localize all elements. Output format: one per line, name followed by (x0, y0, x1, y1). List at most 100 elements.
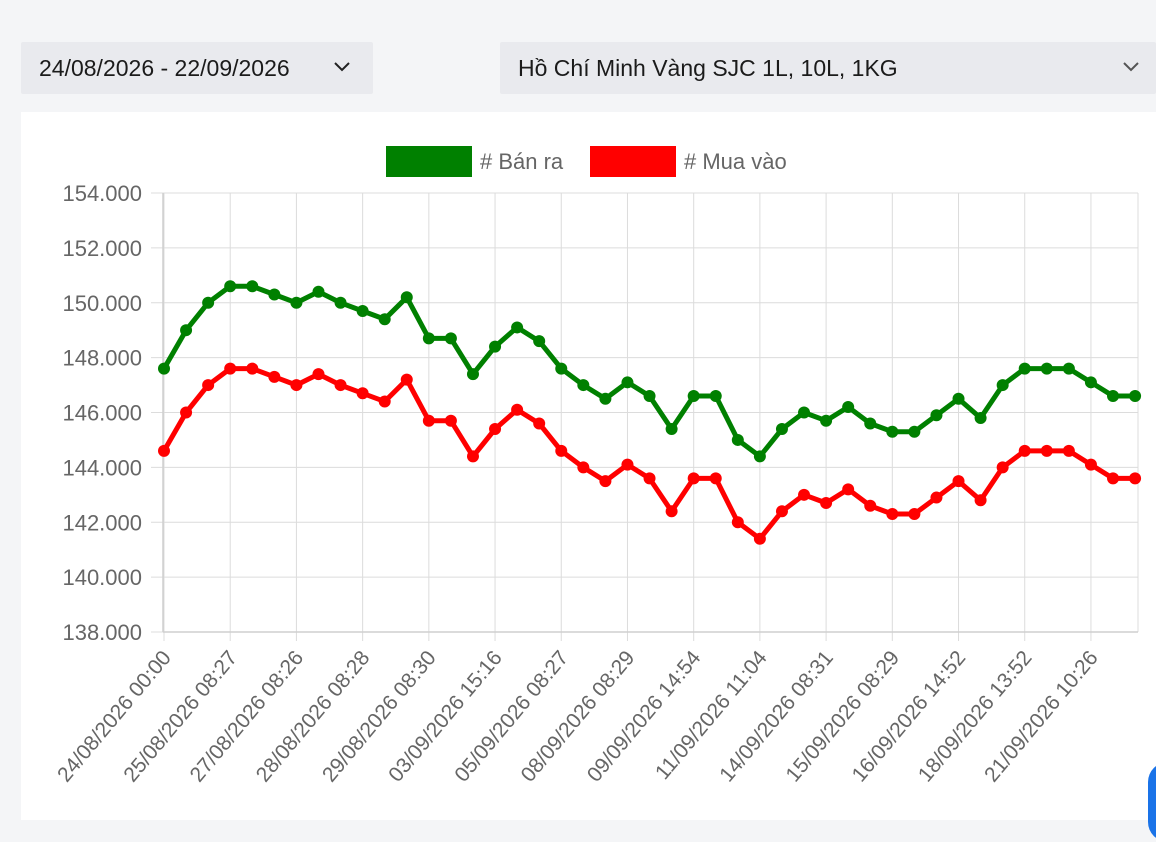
data-point (798, 406, 811, 419)
data-point (599, 475, 612, 488)
x-tick-label: 24/08/2026 00:00 (53, 646, 176, 786)
x-tick-label: 03/09/2026 15:16 (384, 646, 507, 786)
data-point (996, 379, 1009, 392)
data-point (1129, 390, 1142, 403)
data-point (577, 461, 590, 474)
series-line (161, 283, 1138, 459)
data-point (643, 390, 656, 403)
data-point (621, 376, 634, 389)
data-point (842, 483, 855, 496)
data-point (444, 332, 457, 345)
data-point (334, 379, 347, 392)
data-point (224, 362, 237, 375)
x-tick-label: 09/09/2026 14:54 (583, 646, 706, 786)
data-point (665, 505, 678, 518)
data-point (886, 508, 899, 521)
y-tick-label: 150.000 (62, 291, 142, 316)
data-point (533, 335, 546, 348)
data-point (466, 450, 479, 463)
data-point (775, 505, 788, 518)
date-range-select[interactable]: 24/08/2026 - 22/09/2026 (21, 42, 373, 94)
chevron-down-icon (334, 62, 350, 72)
data-point (820, 414, 833, 427)
data-point (820, 497, 833, 510)
data-point (224, 280, 237, 293)
legend-label: # Bán ra (480, 149, 564, 174)
chat-fab-button[interactable] (1148, 762, 1156, 842)
x-tick-label: 11/09/2026 11:04 (651, 646, 772, 784)
data-point (489, 422, 502, 435)
data-point (952, 392, 965, 405)
y-tick-label: 154.000 (62, 181, 142, 206)
location-product-select[interactable]: Hồ Chí Minh Vàng SJC 1L, 10L, 1KG (500, 42, 1156, 94)
data-point (731, 516, 744, 529)
y-tick-label: 148.000 (62, 346, 142, 371)
x-tick-label: 21/09/2026 10:26 (980, 646, 1103, 786)
chart-panel: 138.000 140.000 142.000 144.000 146.000 148.0… (21, 112, 1156, 820)
price-line-chart: 138.000 140.000 142.000 144.000 146.000 148.0… (53, 146, 1142, 786)
x-tick-label: 08/09/2026 08:29 (517, 646, 640, 786)
data-point (422, 332, 435, 345)
data-point (202, 379, 215, 392)
data-point (290, 379, 303, 392)
data-point (709, 472, 722, 485)
x-tick-label: 28/08/2026 08:28 (252, 646, 375, 786)
data-point (180, 406, 193, 419)
data-point (753, 532, 766, 545)
data-point (1040, 444, 1053, 457)
data-point (731, 433, 744, 446)
data-point (1018, 444, 1031, 457)
data-point (378, 313, 391, 326)
data-point (444, 414, 457, 427)
data-point (1062, 444, 1075, 457)
data-point (378, 395, 391, 408)
data-point (908, 508, 921, 521)
data-point (180, 324, 193, 337)
data-point (290, 296, 303, 309)
data-point (555, 444, 568, 457)
x-tick-label: 25/08/2026 08:27 (119, 646, 242, 786)
data-point (202, 296, 215, 309)
y-tick-label: 146.000 (62, 401, 142, 426)
legend-swatch (590, 146, 676, 177)
data-point (511, 321, 524, 334)
data-point (1018, 362, 1031, 375)
data-point (864, 499, 877, 512)
data-point (886, 425, 899, 438)
x-tick-label: 16/09/2026 14:52 (848, 646, 971, 786)
data-point (533, 417, 546, 430)
x-tick-label: 27/08/2026 08:26 (186, 646, 309, 786)
data-point (312, 368, 325, 381)
data-point (952, 475, 965, 488)
data-point (775, 422, 788, 435)
data-point (687, 472, 700, 485)
data-point (489, 340, 502, 353)
data-point (400, 373, 413, 386)
y-tick-label: 138.000 (62, 620, 142, 645)
data-point (1084, 458, 1097, 471)
data-point (158, 444, 170, 457)
x-tick-label: 29/08/2026 08:30 (318, 646, 441, 786)
data-point (709, 390, 722, 403)
data-point (246, 362, 259, 375)
data-point (687, 390, 700, 403)
data-point (1084, 376, 1097, 389)
data-point (1107, 390, 1120, 403)
data-point (555, 362, 568, 375)
x-tick-label: 14/09/2026 08:31 (715, 646, 838, 786)
data-point (599, 392, 612, 405)
data-point (643, 472, 656, 485)
filter-bar: 24/08/2026 - 22/09/2026 Hồ Chí Minh Vàng… (0, 0, 1156, 112)
data-point (334, 296, 347, 309)
data-point (753, 450, 766, 463)
legend-swatch (386, 146, 472, 177)
data-point (665, 422, 678, 435)
x-tick-label: 18/09/2026 13:52 (914, 646, 1037, 786)
data-point (577, 379, 590, 392)
data-point (158, 362, 170, 375)
data-point (511, 403, 524, 416)
data-point (400, 291, 413, 304)
location-product-value: Hồ Chí Minh Vàng SJC 1L, 10L, 1KG (518, 54, 898, 81)
data-point (1040, 362, 1053, 375)
data-point (268, 288, 281, 301)
